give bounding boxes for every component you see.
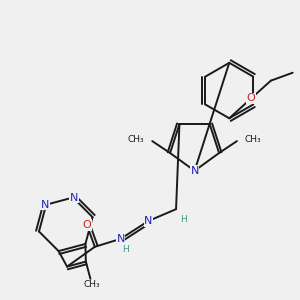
Text: O: O xyxy=(247,94,255,103)
Text: CH₃: CH₃ xyxy=(84,280,100,289)
Text: N: N xyxy=(144,216,152,226)
Text: N: N xyxy=(116,234,125,244)
Text: H: H xyxy=(122,245,129,254)
Text: N: N xyxy=(70,193,78,202)
Text: N: N xyxy=(41,200,50,210)
Text: CH₃: CH₃ xyxy=(128,135,144,144)
Text: CH₃: CH₃ xyxy=(245,135,262,144)
Text: H: H xyxy=(181,214,188,224)
Text: O: O xyxy=(82,220,91,230)
Text: N: N xyxy=(190,166,199,176)
